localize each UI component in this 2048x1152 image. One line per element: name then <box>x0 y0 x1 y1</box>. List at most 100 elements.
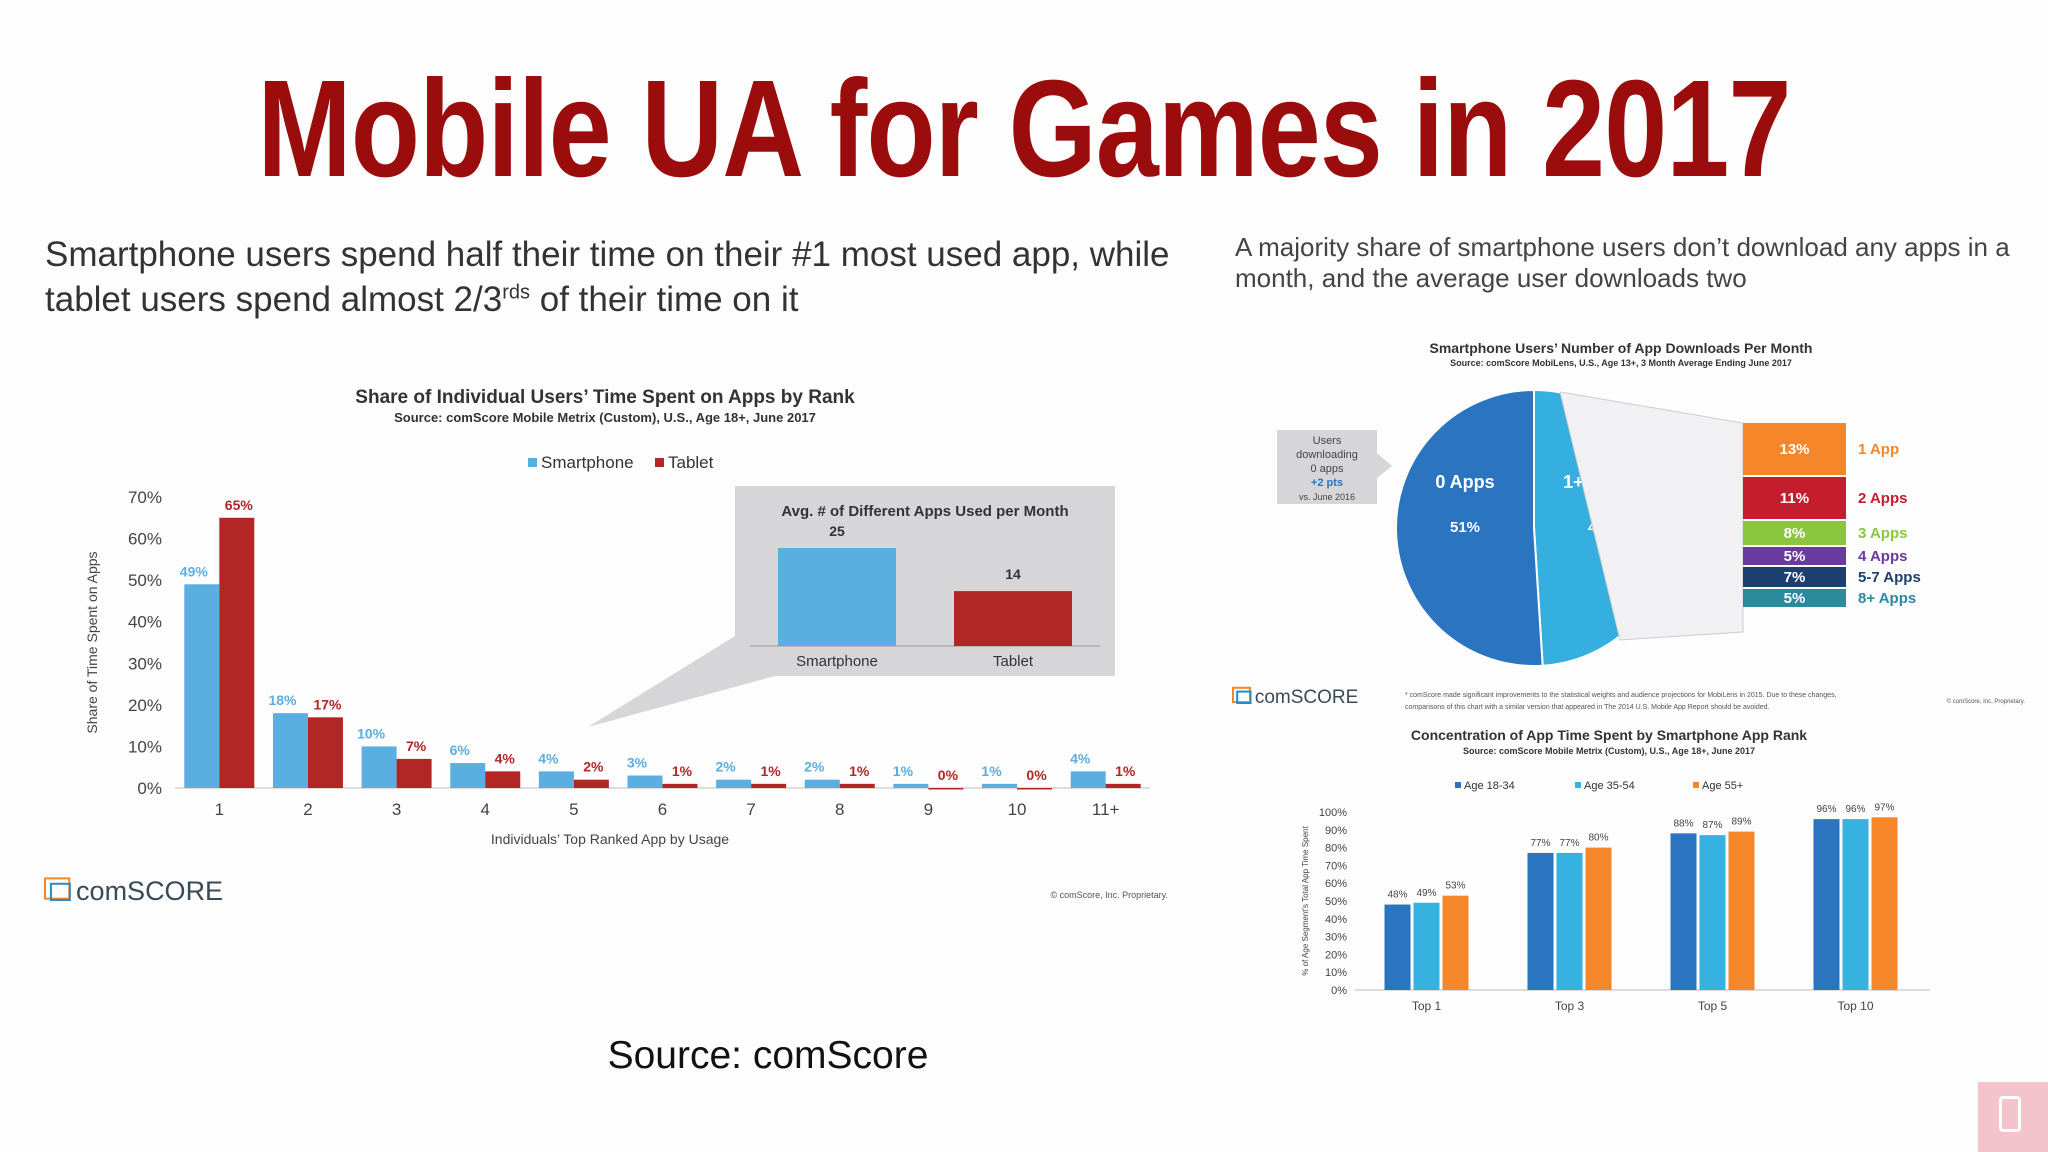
pie-callout-line: vs. June 2016 <box>1299 492 1355 502</box>
chart3-data-label: 89% <box>1731 817 1751 828</box>
chart1-data-label: 1% <box>849 763 870 779</box>
chart1-bar-smartphone <box>627 775 663 788</box>
chart3-xtick-label: Top 3 <box>1555 999 1585 1013</box>
chart1-bar-smartphone <box>538 771 574 788</box>
chart1-data-label: 49% <box>180 563 209 579</box>
chart1-ytick-label: 0% <box>137 779 162 798</box>
breakdown-label: 3 Apps <box>1858 525 1907 542</box>
chart1-bar-smartphone <box>450 763 486 788</box>
chart1-bar-tablet <box>928 788 964 790</box>
chart1-footnote: © comScore, Inc. Proprietary. <box>1050 890 1168 900</box>
chart1-data-label: 65% <box>225 497 254 513</box>
chart1-bar-tablet <box>839 783 875 788</box>
chart1-data-label: 2% <box>804 759 825 775</box>
breakdown-segment <box>1743 547 1846 565</box>
chart2-subtitle: Source: comScore MobiLens, U.S., Age 13+… <box>1450 358 1792 368</box>
chart1-data-label: 2% <box>583 759 604 775</box>
chart3-data-label: 87% <box>1702 820 1722 831</box>
chart1-xtick-label: 10 <box>1008 800 1027 819</box>
chart1-xlabel: Individuals’ Top Ranked App by Usage <box>491 831 729 847</box>
chart1-data-label: 0% <box>1026 767 1047 783</box>
chart1-ytick-label: 30% <box>128 654 162 673</box>
chart3-data-label: 77% <box>1559 838 1579 849</box>
phone-corner-button[interactable] <box>1978 1082 2048 1152</box>
chart1-data-label: 18% <box>268 692 297 708</box>
chart3-data-label: 77% <box>1530 838 1550 849</box>
chart3-xtick-label: Top 1 <box>1412 999 1442 1013</box>
chart2-footnote-line2: comparisons of this chart with a similar… <box>1405 704 1770 711</box>
chart1-bar-tablet <box>751 783 787 788</box>
pie-callout-line: 0 apps <box>1310 463 1344 475</box>
breakdown-value: 11% <box>1780 490 1809 507</box>
chart3-data-label: 49% <box>1416 888 1436 899</box>
inset-data-label: 14 <box>1005 566 1021 582</box>
chart1-bar-tablet <box>1105 783 1141 788</box>
chart3-ytick-label: 100% <box>1319 807 1347 819</box>
chart-time-by-rank: Share of Individual Users’ Time Spent on… <box>84 387 1168 900</box>
chart3-legend-swatch <box>1575 782 1581 788</box>
chart1-xtick-label: 7 <box>746 800 755 819</box>
chart1-bar-tablet <box>485 771 521 788</box>
comscore-logo-text: comSCORE <box>76 876 223 906</box>
chart-app-downloads: Smartphone Users’ Number of App Download… <box>1277 340 2025 711</box>
chart1-ytick-label: 10% <box>128 737 162 756</box>
breakdown-segment <box>1743 589 1846 607</box>
chart1-data-label: 1% <box>1115 763 1136 779</box>
breakdown-connector <box>1559 391 1744 641</box>
chart3-title: Concentration of App Time Spent by Smart… <box>1411 727 1807 743</box>
chart3-bar <box>1728 831 1755 990</box>
chart3-xtick-label: Top 5 <box>1698 999 1728 1013</box>
chart1-data-label: 3% <box>627 755 648 771</box>
chart1-bar-smartphone <box>893 783 929 788</box>
chart1-data-label: 1% <box>761 763 782 779</box>
chart1-data-label: 17% <box>313 696 342 712</box>
chart1-ytick-label: 60% <box>128 530 162 549</box>
pie-callout-line: downloading <box>1296 449 1358 461</box>
chart3-data-label: 53% <box>1445 881 1465 892</box>
comscore-logo-right: comSCORE <box>1232 686 1358 708</box>
pie-callout-line: Users <box>1313 435 1342 447</box>
inset-category-label: Smartphone <box>796 653 878 670</box>
left-subtitle: Smartphone users spend half their time o… <box>45 232 1225 322</box>
chart1-xtick-label: 8 <box>835 800 844 819</box>
chart1-bar-smartphone <box>716 779 752 788</box>
chart1-legend-swatch <box>655 458 664 467</box>
chart3-bar <box>1813 819 1840 990</box>
chart1-bar-tablet <box>396 758 432 788</box>
chart3-ylabel: % of Age Segment's Total App Time Spent <box>1301 825 1310 975</box>
pie-label-0-apps: 0 Apps <box>1435 472 1494 492</box>
chart-concentration: Concentration of App Time Spent by Smart… <box>1301 727 1930 1013</box>
breakdown-label: 2 Apps <box>1858 490 1907 507</box>
chart3-bar <box>1556 852 1583 990</box>
chart3-data-label: 97% <box>1874 802 1894 813</box>
breakdown-label: 8+ Apps <box>1858 590 1916 607</box>
breakdown-segment <box>1743 423 1846 475</box>
chart3-bar <box>1527 852 1554 990</box>
chart1-bar-smartphone <box>1070 771 1106 788</box>
chart3-data-label: 88% <box>1673 818 1693 829</box>
chart2-title: Smartphone Users’ Number of App Download… <box>1430 340 1813 356</box>
inset-category-label: Tablet <box>993 653 1034 670</box>
chart3-ytick-label: 60% <box>1325 878 1347 890</box>
inset-bar <box>954 591 1072 646</box>
chart1-xtick-label: 9 <box>924 800 933 819</box>
right-subtitle: A majority share of smartphone users don… <box>1235 232 2015 294</box>
chart2-footnote-line1: * comScore made significant improvements… <box>1405 692 1837 699</box>
breakdown-label: 5-7 Apps <box>1858 569 1921 586</box>
chart1-ytick-label: 40% <box>128 613 162 632</box>
chart1-bar-smartphone <box>982 783 1018 788</box>
chart1-legend-label: Smartphone <box>541 453 634 472</box>
chart1-data-label: 7% <box>406 738 427 754</box>
chart3-ytick-label: 0% <box>1331 985 1347 997</box>
pie-slice-0-apps <box>1395 388 1544 667</box>
chart1-xtick-label: 3 <box>392 800 401 819</box>
breakdown-segment <box>1743 521 1846 545</box>
chart1-ytick-label: 20% <box>128 696 162 715</box>
chart3-bar <box>1699 835 1726 990</box>
chart1-data-label: 1% <box>672 763 693 779</box>
logo-mark-orange <box>1232 686 1252 704</box>
chart1-legend-swatch <box>528 458 537 467</box>
phone-icon <box>1999 1096 2021 1132</box>
chart1-bar-tablet <box>573 779 609 788</box>
chart1-bar-smartphone <box>804 779 840 788</box>
